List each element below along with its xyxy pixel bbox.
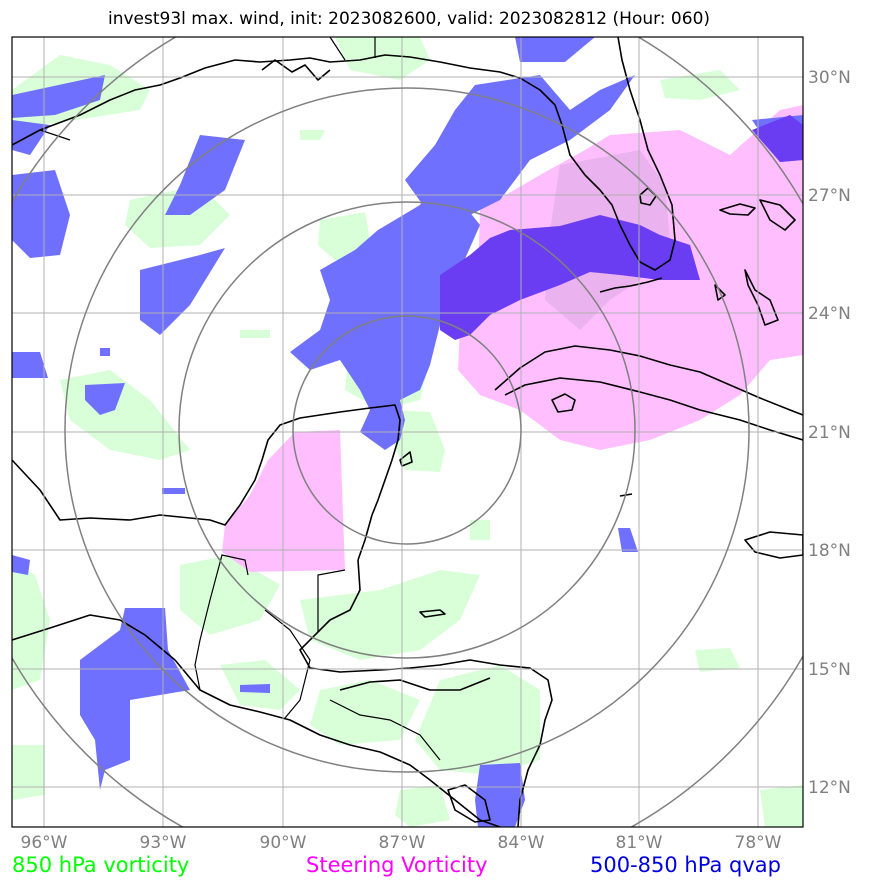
green-patch <box>470 520 490 540</box>
honduras-north <box>339 677 491 691</box>
honduras-nicaragua-border <box>329 699 441 761</box>
map-frame <box>11 36 804 828</box>
yucatan-east-coast <box>317 559 361 633</box>
map-title: invest93l max. wind, init: 2023082600, v… <box>107 9 711 29</box>
green-patch <box>335 37 430 80</box>
mexico-guatemala-border <box>194 554 249 691</box>
bahamas-2 <box>759 199 796 231</box>
legend-magenta: Steering Vorticity <box>306 853 488 877</box>
lon-label: 81°W <box>616 833 663 853</box>
green-patch <box>695 648 740 672</box>
cuba-south-coast <box>504 377 803 441</box>
green-patch <box>12 560 50 690</box>
blue-patch <box>405 75 635 215</box>
blue-patch <box>515 37 595 62</box>
range-ring-2 <box>178 201 636 659</box>
green-patch <box>310 680 420 745</box>
green-patch <box>12 745 45 800</box>
us-gulf-coast <box>12 37 676 271</box>
green-patch <box>660 70 740 100</box>
lake-nicaragua <box>447 784 491 823</box>
lon-label: 93°W <box>140 833 187 853</box>
lon-tick-labels: 96°W 93°W 90°W 87°W 84°W 81°W 78°W <box>21 833 782 853</box>
lon-label: 78°W <box>735 833 782 853</box>
lat-label: 27°N <box>808 186 851 206</box>
lat-tick-labels: 30°N 27°N 24°N 21°N 18°N 15°N 12°N <box>808 68 851 798</box>
bahamas-1 <box>719 203 756 216</box>
blue-patch <box>12 75 105 118</box>
range-ring-1 <box>292 315 522 545</box>
qvap-dark-layer <box>440 115 803 340</box>
blue-dark-patch <box>752 115 803 162</box>
blue-patch <box>100 348 110 356</box>
blue-patch <box>618 528 638 552</box>
lat-label: 18°N <box>808 541 851 561</box>
us-state-line <box>329 37 346 61</box>
cuba-coast <box>494 345 803 416</box>
blue-dark-patch <box>440 215 700 340</box>
bay-islands <box>419 609 446 618</box>
jamaica <box>744 531 803 559</box>
lat-label: 30°N <box>808 68 851 88</box>
blue-patch <box>140 248 225 335</box>
green-patch <box>415 665 540 775</box>
blue-patch <box>85 383 125 415</box>
legend-blue: 500-850 hPa qvap <box>590 853 781 877</box>
central-america-caribbean <box>299 631 553 827</box>
green-patch <box>300 130 325 140</box>
central-america-pacific <box>12 614 501 827</box>
guatemala-honduras-border <box>264 609 311 719</box>
lon-label: 84°W <box>498 833 545 853</box>
green-patch <box>300 570 480 660</box>
green-patch <box>240 330 270 338</box>
blue-patch <box>475 763 525 827</box>
us-mexico-border <box>39 129 71 141</box>
lat-label: 21°N <box>808 423 851 443</box>
blue-patch <box>12 352 48 378</box>
lat-label: 15°N <box>808 660 851 680</box>
blue-patch <box>240 684 270 693</box>
florida-keys <box>599 277 663 293</box>
cozumel <box>399 451 413 467</box>
lon-label: 87°W <box>379 833 426 853</box>
blue-patch <box>12 170 70 258</box>
lat-label: 12°N <box>808 778 851 798</box>
isle-of-youth <box>551 393 576 413</box>
green-patch <box>760 785 803 827</box>
lake-okeechobee <box>639 187 657 206</box>
mississippi-delta <box>261 59 331 81</box>
country-borders <box>39 37 441 761</box>
blue-patch <box>80 608 190 790</box>
green-patch <box>395 785 450 827</box>
gridlines <box>12 37 803 827</box>
mexico-belize-border <box>317 569 346 632</box>
lon-label: 90°W <box>260 833 307 853</box>
legend-green: 850 hPa vorticity <box>12 853 190 877</box>
green-patch <box>180 555 280 635</box>
blue-patch <box>162 488 185 494</box>
blue-patch <box>165 135 245 215</box>
lat-label: 24°N <box>808 304 851 324</box>
magenta-patch <box>752 320 803 360</box>
blue-patch <box>12 120 50 155</box>
lon-label: 96°W <box>21 833 68 853</box>
range-ring-3 <box>64 87 750 773</box>
green-patch <box>60 370 190 460</box>
blue-patch <box>12 555 30 575</box>
